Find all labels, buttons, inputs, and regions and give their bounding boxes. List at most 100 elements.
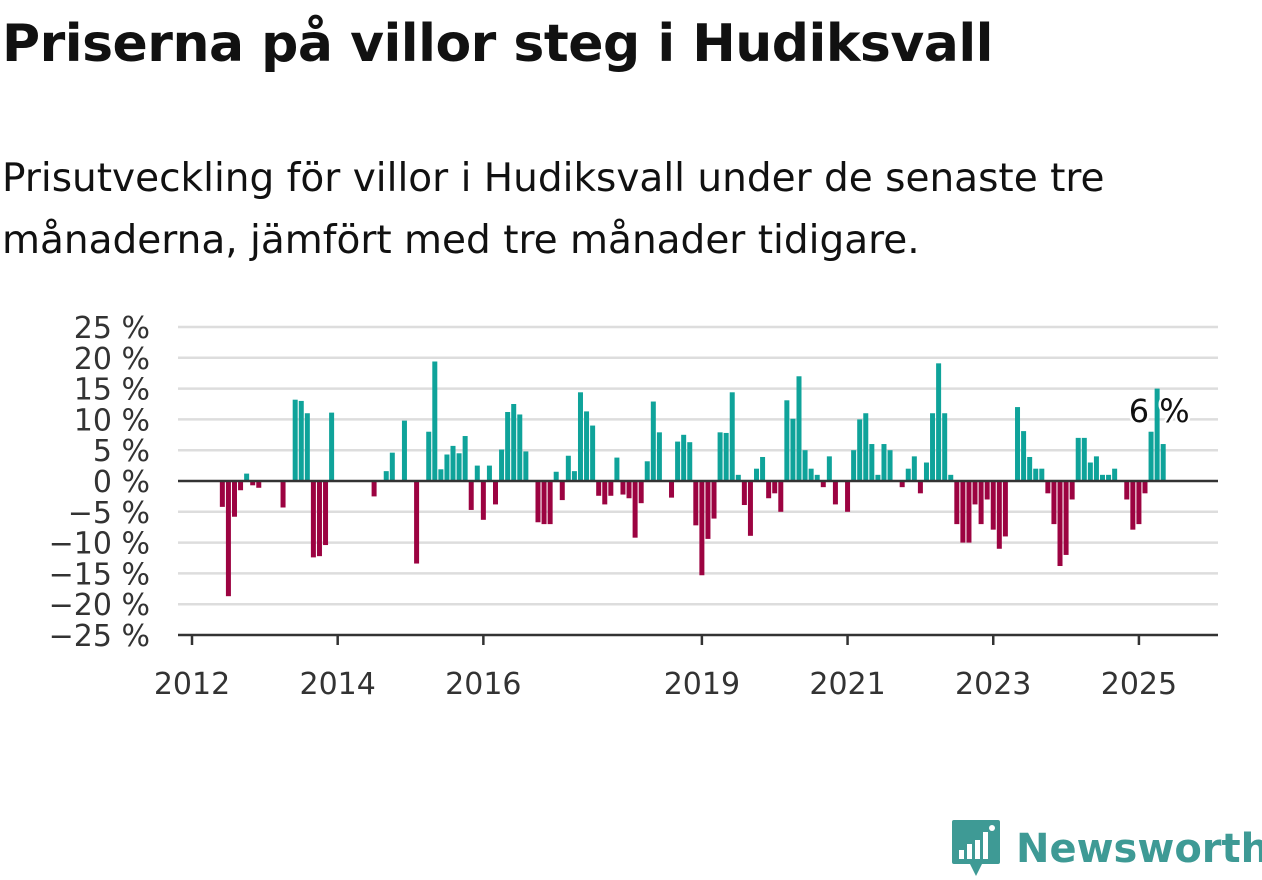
bar: [219, 481, 225, 507]
bar: [1154, 388, 1160, 481]
bar: [608, 481, 614, 496]
bar: [535, 481, 541, 523]
bar: [401, 420, 407, 481]
bar: [225, 481, 231, 597]
brand-name: Newsworthy: [1016, 826, 1262, 872]
x-tick-label: 2016: [445, 667, 521, 702]
x-tick-label: 2014: [300, 667, 376, 702]
bar: [571, 471, 577, 481]
newsworthy-logo-icon: [952, 820, 1000, 876]
bar: [577, 392, 583, 481]
bar: [316, 481, 322, 557]
bar: [681, 434, 687, 481]
axes: [178, 479, 1218, 637]
bar: [863, 413, 869, 481]
bar: [747, 481, 753, 536]
bar: [511, 404, 517, 481]
bar: [1081, 437, 1087, 481]
bar: [1112, 468, 1118, 481]
y-tick-label: 0 %: [93, 465, 150, 500]
bar: [256, 481, 262, 488]
bar: [468, 481, 474, 510]
bar: [820, 481, 826, 488]
bar: [486, 465, 492, 481]
brand-logo: Newsworthy: [950, 818, 1262, 880]
bar: [638, 481, 644, 504]
bar: [462, 436, 468, 481]
bar: [1130, 481, 1136, 530]
y-tick-label: −20 %: [49, 588, 150, 623]
bar: [766, 481, 772, 499]
bar: [389, 452, 395, 481]
bar: [298, 400, 304, 481]
bar: [596, 481, 602, 496]
bar: [966, 481, 972, 543]
bar: [760, 456, 766, 481]
bar: [493, 481, 498, 505]
bar: [1015, 407, 1021, 481]
bar: [329, 412, 335, 481]
y-tick-label: 20 %: [74, 342, 150, 377]
bar: [796, 376, 802, 481]
bar: [1033, 468, 1039, 481]
bar: [954, 481, 960, 525]
bar: [845, 481, 851, 512]
bar: [960, 481, 966, 543]
bar: [832, 481, 838, 505]
bar: [705, 481, 711, 539]
latest-value-label: 6 %: [1129, 392, 1190, 430]
chart-subtitle: Prisutveckling för villor i Hudiksvall u…: [2, 156, 1105, 263]
bar: [231, 481, 237, 517]
bar: [280, 481, 286, 508]
y-tick-label: −25 %: [49, 619, 150, 654]
bar: [802, 450, 808, 481]
bar: [875, 474, 881, 481]
bar: [650, 401, 656, 481]
bar: [948, 474, 954, 481]
bar: [917, 481, 923, 494]
bar: [644, 461, 650, 481]
bar: [474, 465, 480, 481]
x-axis-tick-labels: 2012 2014 2016 2019 2021 2023 2025: [154, 635, 1177, 702]
bar: [723, 432, 729, 481]
bar: [790, 418, 796, 481]
bar: [1027, 456, 1033, 481]
bar: [1142, 481, 1148, 494]
bar: [456, 453, 462, 481]
bar: [632, 481, 638, 538]
bar: [626, 481, 632, 499]
bar: [614, 457, 620, 481]
bar: [784, 400, 790, 481]
bar: [323, 481, 329, 546]
bar: [656, 432, 662, 481]
bar: [1160, 444, 1166, 481]
bar: [754, 468, 760, 481]
bar: [383, 471, 389, 481]
bar: [304, 413, 310, 481]
bar: [1100, 474, 1105, 481]
bar: [426, 431, 432, 481]
bar: [699, 481, 705, 576]
y-tick-label: 5 %: [93, 434, 150, 469]
bar: [499, 449, 505, 481]
x-tick-label: 2023: [955, 667, 1031, 702]
bar: [978, 481, 984, 525]
bar: [1039, 468, 1045, 481]
bar: [930, 413, 936, 481]
bar: [1148, 431, 1154, 481]
bar: [1124, 481, 1130, 500]
bar: [505, 412, 511, 481]
bar: [1136, 481, 1142, 525]
y-tick-label: 10 %: [74, 403, 150, 438]
y-tick-label: −10 %: [49, 527, 150, 562]
bar: [438, 469, 444, 481]
bar: [923, 462, 929, 481]
y-tick-label: −5 %: [68, 496, 150, 531]
bar: [590, 425, 596, 481]
bar: [808, 468, 814, 481]
bar: [244, 473, 250, 481]
bar: [675, 441, 681, 481]
bar: [547, 481, 553, 525]
bar: [984, 481, 990, 500]
bar-chart: 25 %20 %15 %10 %5 %0 %−5 %−10 %−15 %−20 …: [49, 311, 1218, 702]
